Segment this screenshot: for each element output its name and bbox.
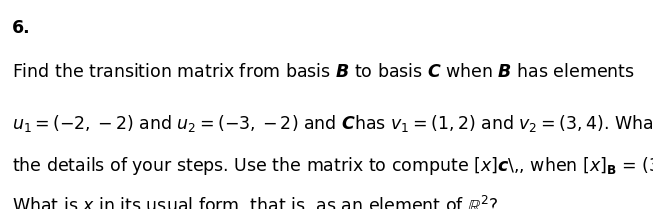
Text: 6.: 6. [12, 19, 31, 37]
Text: Find the transition matrix from basis $\boldsymbol{B}$ to basis $\boldsymbol{C}$: Find the transition matrix from basis $\… [12, 63, 635, 81]
Text: the details of your steps. Use the matrix to compute $[x]\boldsymbol{c}$\,, when: the details of your steps. Use the matri… [12, 155, 653, 177]
Text: What is $x$ in its usual form, that is, as an element of $\mathbb{R}^2$?: What is $x$ in its usual form, that is, … [12, 194, 498, 209]
Text: $u_1 =(-2,-2)$ and $u_2 =(-3,-2)$ and $\boldsymbol{C}$has $v_1 =(1,2)$ and $v_2 : $u_1 =(-2,-2)$ and $u_2 =(-3,-2)$ and $\… [12, 113, 653, 134]
